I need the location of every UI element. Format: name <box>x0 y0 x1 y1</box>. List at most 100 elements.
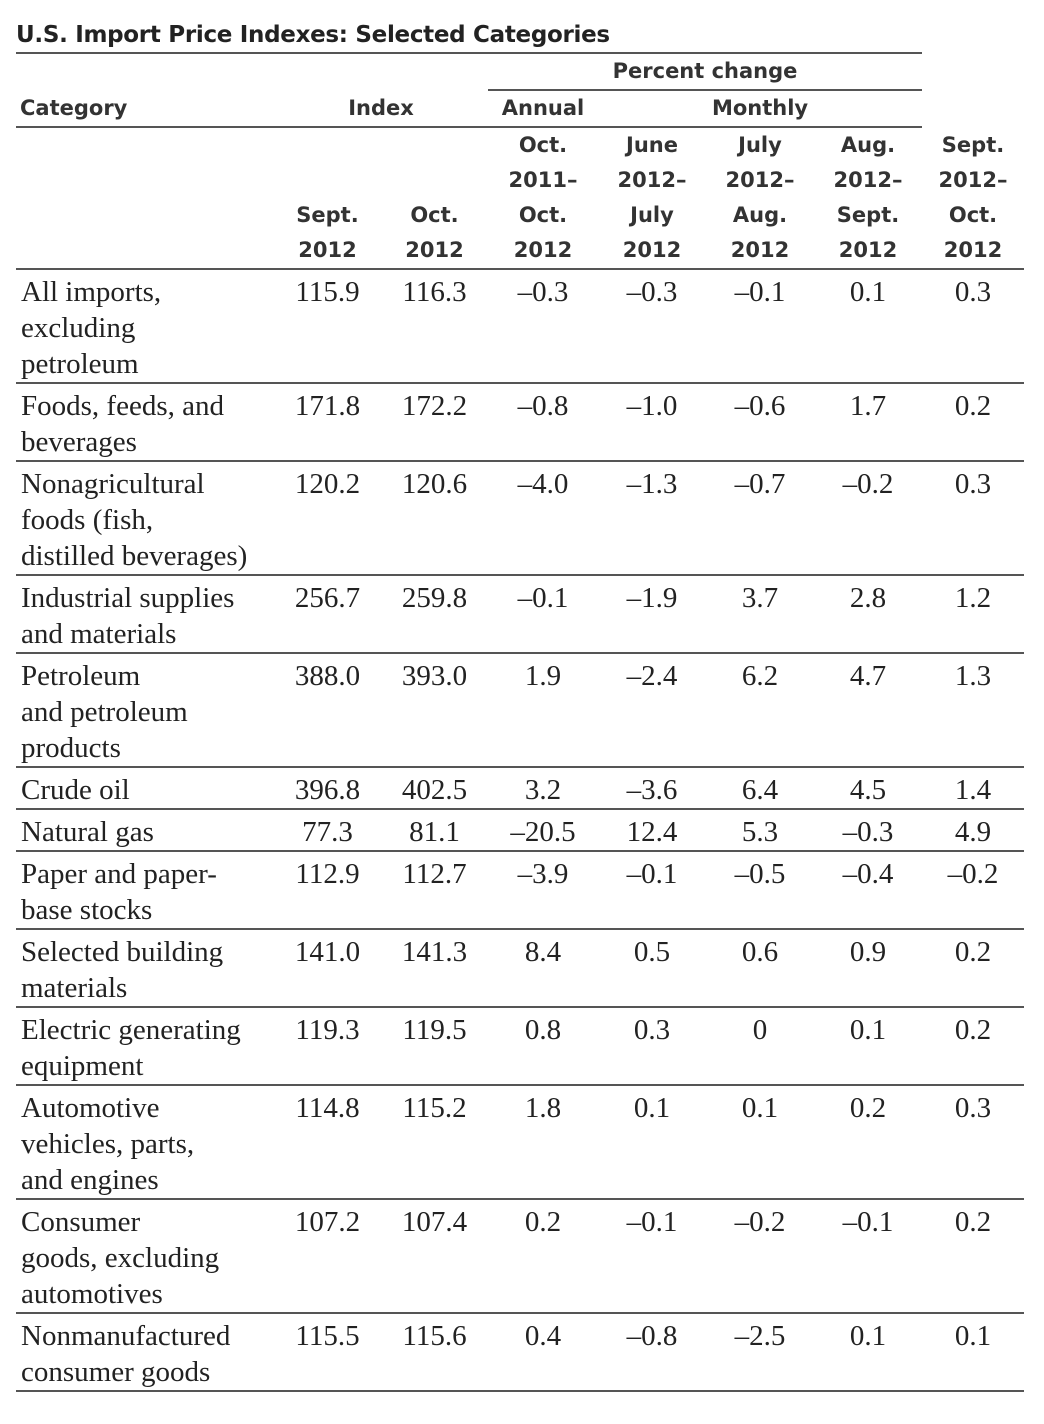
category-line: excluding <box>21 312 136 344</box>
value-cell: –0.3 <box>517 276 569 308</box>
value-cell: –0.8 <box>517 390 569 422</box>
table-row: Foods, feeds, and beverages 171.8 172.2 –0.8… <box>16 383 1024 461</box>
category-cell: Nonmanufactured consumer goods <box>16 1313 274 1391</box>
value-cell: 0.4 <box>524 1320 562 1352</box>
column-header-line: 2012 <box>622 238 682 262</box>
category-cell: Nonagricultural foods (fish, distilled bev… <box>16 461 274 575</box>
value-cell: –0.1 <box>626 858 678 890</box>
category-cell: Crude oil <box>16 767 274 809</box>
category-line: Consumer <box>21 1206 141 1238</box>
category-line: base stocks <box>21 894 153 926</box>
column-header-line: Oct. <box>518 203 568 227</box>
value-cell: –1.0 <box>626 390 678 422</box>
monthly-header: Monthly <box>598 90 923 128</box>
value-cell: 4.5 <box>849 774 887 806</box>
value-cell: 0.3 <box>954 1092 992 1124</box>
category-line: Paper and paper- <box>21 858 217 890</box>
value-cell: 0.1 <box>849 276 887 308</box>
category-cell: Electric generating equipment <box>16 1007 274 1085</box>
value-cell: –20.5 <box>510 816 576 848</box>
table-row: Selected building materials 141.0 141.3 8.4 0… <box>16 929 1024 1007</box>
value-cell: 0 <box>752 1014 768 1046</box>
value-cell: 0.1 <box>849 1320 887 1352</box>
category-line: equipment <box>21 1050 144 1082</box>
value-cell: 0.2 <box>954 1206 992 1238</box>
table-row: Paper and paper-base stocks 112.9 112.7 –3.… <box>16 851 1024 929</box>
category-line: Nonagricultural <box>21 468 205 500</box>
category-line: goods, excluding <box>21 1242 220 1274</box>
column-header-line: July <box>738 133 782 157</box>
category-cell: Selected building materials <box>16 929 274 1007</box>
value-cell: 112.9 <box>295 858 360 890</box>
value-cell: 115.6 <box>402 1320 467 1352</box>
value-cell: 0.1 <box>954 1320 992 1352</box>
value-cell: 0.1 <box>849 1014 887 1046</box>
value-cell: –4.0 <box>517 468 569 500</box>
value-cell: 3.2 <box>524 774 562 806</box>
column-header-line: Oct. <box>948 203 998 227</box>
category-line: Electric generating <box>21 1014 241 1046</box>
value-cell: –0.7 <box>734 468 786 500</box>
column-header-line: 2012 <box>513 238 573 262</box>
column-header-line: 2012 <box>730 238 790 262</box>
value-cell: 6.4 <box>741 774 779 806</box>
column-header-line: Aug. <box>840 133 896 157</box>
table-body: All imports, excluding petroleum 115.9 116.3… <box>16 269 1024 1391</box>
category-line: All imports, <box>21 276 162 308</box>
value-cell: 5.3 <box>741 816 779 848</box>
value-cell: 396.8 <box>294 774 361 806</box>
column-header-line: Aug. <box>732 203 788 227</box>
category-line: beverages <box>21 426 137 458</box>
column-header-line: 2011– <box>508 168 578 192</box>
value-cell: –1.3 <box>626 468 678 500</box>
value-cell: –0.1 <box>842 1206 894 1238</box>
document-page: U.S. Import Price Indexes: Selected Cate… <box>16 18 1026 1392</box>
category-line: vehicles, parts, <box>21 1128 195 1160</box>
value-cell: 141.0 <box>294 936 361 968</box>
category-line: Petroleum <box>21 660 141 692</box>
value-cell: 0.8 <box>524 1014 562 1046</box>
table-row: Nonmanufactured consumer goods 115.5 115.6 0… <box>16 1313 1024 1391</box>
category-line: products <box>21 732 121 764</box>
category-cell: Petroleum and petroleum products <box>16 653 274 767</box>
value-cell: 115.9 <box>295 276 360 308</box>
column-header-line: Sept. <box>836 203 900 227</box>
value-cell: 259.8 <box>401 582 468 614</box>
value-cell: 77.3 <box>302 816 353 848</box>
value-cell: 120.6 <box>401 468 468 500</box>
value-cell: 0.5 <box>633 936 671 968</box>
value-cell: –3.9 <box>517 858 569 890</box>
value-cell: 107.2 <box>294 1206 361 1238</box>
value-cell: 4.9 <box>954 816 992 848</box>
category-line: and petroleum <box>21 696 188 728</box>
value-cell: –0.2 <box>734 1206 786 1238</box>
value-cell: 1.7 <box>849 390 887 422</box>
value-cell: 0.3 <box>633 1014 671 1046</box>
value-cell: 0.1 <box>633 1092 671 1124</box>
value-cell: –0.2 <box>842 468 894 500</box>
column-header-line: June <box>626 133 678 157</box>
category-line: Foods, feeds, and <box>21 390 224 422</box>
value-cell: 0.2 <box>524 1206 562 1238</box>
column-header: Oct. 2011– Oct. 2012 <box>488 127 598 270</box>
value-cell: 0.6 <box>741 936 779 968</box>
value-cell: 2.8 <box>849 582 887 614</box>
column-header: June 2012– July 2012 <box>598 127 706 270</box>
value-cell: 81.1 <box>409 816 460 848</box>
category-line: Nonmanufactured <box>21 1320 231 1352</box>
value-cell: 256.7 <box>294 582 361 614</box>
column-header: Sept. 2012– Oct. 2012 <box>922 127 1024 270</box>
value-cell: 393.0 <box>401 660 468 692</box>
value-cell: 1.4 <box>954 774 992 806</box>
table-title: U.S. Import Price Indexes: Selected Cate… <box>16 22 610 48</box>
value-cell: 3.7 <box>741 582 779 614</box>
category-cell: Natural gas <box>16 809 274 851</box>
column-header-line: 2012 <box>943 238 1003 262</box>
column-period-headers: Sept. 2012 Oct. 2012 Oct. 2011– Oct. 2012 June 20… <box>16 127 1024 270</box>
value-cell: 119.5 <box>402 1014 467 1046</box>
column-header-line: Oct. <box>518 133 568 157</box>
table-row: Automotive vehicles, parts, and engines 114… <box>16 1085 1024 1199</box>
value-cell: 172.2 <box>401 390 468 422</box>
table-row: Consumer goods, excluding automotives 107.2… <box>16 1199 1024 1313</box>
value-cell: 0.2 <box>954 1014 992 1046</box>
